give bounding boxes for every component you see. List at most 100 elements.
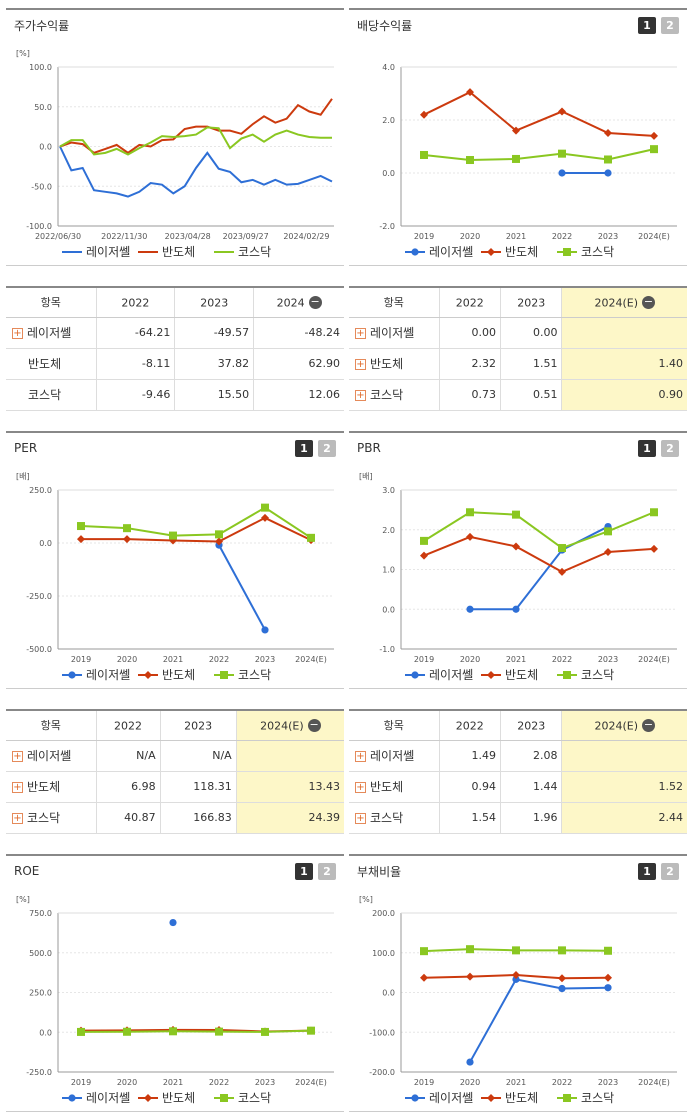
data-point-kosdaq [512, 510, 520, 519]
column-header: 항목 [6, 287, 97, 318]
data-point-kosdaq [650, 145, 658, 154]
y-tick-label: 0.0 [39, 539, 52, 548]
column-header: 2022 [439, 710, 501, 741]
legend-marker-semi [487, 1094, 495, 1102]
y-tick-label: 750.0 [29, 909, 52, 918]
pbr-chart: [배] 3.0 2.0 1.0 0.0 -1.0 2019 2020 2021 2022 2023 2… [359, 472, 677, 682]
page-2-button[interactable]: 2 [661, 439, 679, 457]
page-1-button[interactable]: 1 [638, 862, 656, 880]
data-point-semi [558, 107, 566, 116]
x-tick-label: 2024(E) [638, 1078, 670, 1087]
row-name: + 코스닥 [349, 379, 440, 411]
expand-icon[interactable]: + [355, 813, 366, 824]
y-tick-label: 4.0 [382, 63, 395, 72]
data-point-kosdaq [604, 527, 612, 536]
page-2-button[interactable]: 2 [661, 862, 679, 880]
legend-label-kosdaq: 코스닥 [238, 245, 271, 259]
table-cell: -8.11 [96, 348, 176, 380]
table-cell: 118.31 [160, 771, 237, 803]
page-2-button[interactable]: 2 [318, 862, 336, 880]
table-row: + 반도체 6.98 118.31 13.43 [6, 771, 344, 803]
column-header: 항목 [6, 710, 97, 741]
column-header: 2024(E) − [236, 710, 344, 741]
expand-icon[interactable]: + [12, 328, 23, 339]
data-point-kosdaq [420, 536, 428, 545]
data-point-kosdaq [604, 155, 612, 164]
expand-icon[interactable]: + [355, 782, 366, 793]
table-cell: 12.06 [253, 379, 344, 411]
expand-icon[interactable]: + [12, 751, 23, 762]
legend-marker-kosdaq [563, 671, 571, 679]
page-1-button[interactable]: 1 [295, 439, 313, 457]
column-header: 항목 [349, 287, 440, 318]
legend-label-semi: 반도체 [162, 668, 195, 682]
x-tick-label: 2023 [598, 655, 618, 664]
collapse-icon[interactable]: − [307, 718, 321, 732]
data-point-kosdaq [261, 1027, 269, 1036]
page-2-button[interactable]: 2 [661, 16, 679, 34]
table-cell: 1.49 [439, 740, 501, 772]
legend-marker-kosdaq [220, 1094, 228, 1102]
y-tick-label: -250.0 [26, 592, 52, 601]
data-point-laser [466, 605, 474, 613]
panel-title: 배당수익률 [357, 18, 413, 33]
expand-icon[interactable]: + [12, 782, 23, 793]
data-point-kosdaq [307, 1026, 315, 1035]
collapse-icon[interactable]: − [642, 295, 655, 309]
column-header: 2022 [96, 287, 176, 318]
data-point-kosdaq [558, 149, 566, 158]
expand-icon[interactable]: + [355, 390, 366, 401]
series-line-laser [59, 146, 333, 198]
legend-marker-kosdaq [220, 671, 228, 679]
page-2-button[interactable]: 2 [318, 439, 336, 457]
legend-marker-laser [68, 671, 76, 679]
page-1-button[interactable]: 1 [638, 16, 656, 34]
table-cell: 40.87 [96, 802, 161, 834]
y-tick-label: 0.0 [382, 169, 395, 178]
series-line-kosdaq [423, 511, 655, 550]
collapse-icon[interactable]: − [642, 718, 655, 732]
table-row: + 레이저쎌 -64.21 -49.57 -48.24 [6, 317, 344, 349]
x-tick-label: 2021 [506, 1078, 526, 1087]
series-line-kosdaq [80, 1029, 312, 1033]
series-line-laser [470, 525, 609, 611]
y-tick-label: 0.0 [382, 989, 395, 998]
data-point-kosdaq [558, 946, 566, 955]
axis-unit: [배] [16, 472, 30, 481]
expand-icon[interactable]: + [355, 328, 366, 339]
table-row: + 반도체 2.32 1.51 1.40 [349, 348, 687, 380]
expand-icon[interactable]: + [12, 813, 23, 824]
data-point-kosdaq [307, 533, 315, 542]
y-tick-label: 500.0 [29, 949, 52, 958]
panel-title: 부채비율 [357, 864, 402, 879]
x-tick-label: 2023 [598, 232, 618, 241]
legend-label-laser: 레이저쎌 [429, 668, 473, 682]
x-tick-label: 2022/06/30 [35, 232, 81, 241]
x-tick-label: 2022 [552, 232, 572, 241]
x-tick-label: 2024/02/29 [283, 232, 329, 241]
table-cell: 13.43 [236, 771, 344, 803]
stock-return-panel: 주가수익률 [%] 100.0 50.0 0.0 -50.0 -100.0 2022/06/… [6, 8, 344, 266]
collapse-icon[interactable]: − [308, 295, 322, 309]
table-row: + 레이저쎌 0.00 0.00 [349, 317, 687, 349]
x-tick-label: 2023 [598, 1078, 618, 1087]
legend-marker-laser [411, 1094, 419, 1102]
x-tick-label: 2021 [163, 1078, 183, 1087]
table-cell: 0.51 [500, 379, 563, 411]
page-1-button[interactable]: 1 [638, 439, 656, 457]
data-point-kosdaq [77, 522, 85, 531]
page-1-button[interactable]: 1 [295, 862, 313, 880]
data-point-kosdaq [77, 1027, 85, 1036]
y-tick-label: -200.0 [369, 1068, 395, 1077]
column-header: 2024(E) − [561, 287, 687, 318]
series-line-semi [59, 98, 333, 155]
table-row: + 코스닥 40.87 166.83 24.39 [6, 802, 344, 834]
axis-unit: [%] [16, 49, 30, 58]
table-cell: 0.94 [439, 771, 501, 803]
expand-icon[interactable]: + [355, 359, 366, 370]
data-point-laser [512, 605, 520, 613]
expand-icon[interactable]: + [355, 751, 366, 762]
table-cell: 1.44 [500, 771, 563, 803]
